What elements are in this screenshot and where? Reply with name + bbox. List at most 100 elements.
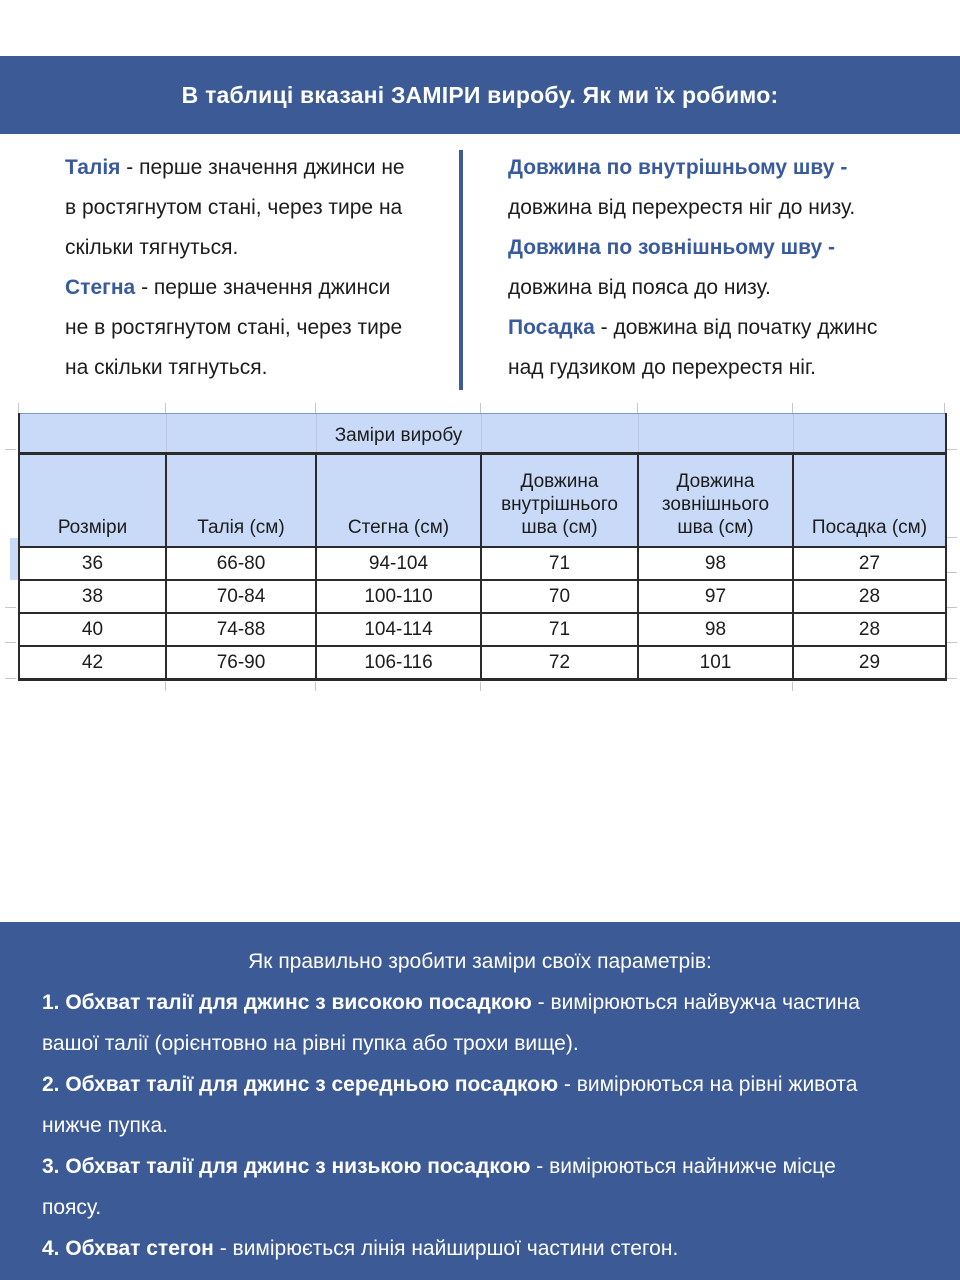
gridline-artifact <box>5 449 16 450</box>
table-cell: 98 <box>637 612 794 647</box>
term-label: Стегна <box>65 276 136 299</box>
instruction-line: 4. Обхват стегон - вимірюється лінія най… <box>0 1228 960 1269</box>
table-cell: 38 <box>18 579 167 614</box>
table-row: 36 66-80 94-104 71 98 27 <box>18 546 947 581</box>
instruction-text: поясу. <box>42 1196 102 1219</box>
table-band-title: Заміри виробу <box>315 413 481 455</box>
gridline-artifact <box>946 572 957 573</box>
gridline-artifact <box>5 678 16 679</box>
table-cell: 27 <box>792 546 947 581</box>
term-label: Довжина по зовнішньому шву - <box>508 236 836 259</box>
gridline-artifact <box>946 537 957 538</box>
table-row: 38 70-84 100-110 70 97 28 <box>18 579 947 614</box>
gridline-artifact <box>946 607 957 608</box>
definition-text: довжина від пояса до низу. <box>508 276 771 299</box>
instruction-line: поясу. <box>0 1187 960 1228</box>
definition-line: над гудзиком до перехрестя ніг. <box>508 348 938 388</box>
instruction-text: - вимірюються найнижче місце <box>530 1155 836 1178</box>
instruction-lead: 3. Обхват талії для джинс з низькою поса… <box>42 1155 531 1178</box>
gridline-artifact <box>5 607 16 608</box>
definition-text: - перше значення джинси не <box>120 156 405 179</box>
table-band-cell <box>480 413 638 455</box>
definition-line: не в ростягнутом стані, через тире <box>65 308 453 348</box>
definition-text: довжина від перехрестя ніг до низу. <box>508 196 856 219</box>
instruction-line: 2. Обхват талії для джинс з середньою по… <box>0 1064 960 1105</box>
definition-line: в ростягнутом стані, через тире на <box>65 188 453 228</box>
table-cell: 71 <box>480 612 639 647</box>
gridline-artifact <box>165 682 166 691</box>
term-label: Талія <box>65 156 121 179</box>
table-cell: 101 <box>637 645 794 681</box>
column-header-rise: Посадка (см) <box>792 452 947 548</box>
column-header-inseam: Довжина внутрішнього шва (см) <box>480 452 639 548</box>
definition-text: на скільки тягнуться. <box>65 356 268 379</box>
instruction-lead: 4. Обхват стегон <box>42 1237 214 1260</box>
instruction-line: вашої талії (орієнтовно на рівні пупка а… <box>0 1023 960 1064</box>
gridline-artifact <box>944 403 945 413</box>
column-header-hips: Стегна (см) <box>315 452 482 548</box>
instruction-text: - вимірюються найвужча частина <box>531 991 860 1014</box>
table-cell: 100-110 <box>315 579 482 614</box>
definitions-section: Талія - перше значення джинси не в ростя… <box>0 148 960 392</box>
term-label: Посадка <box>508 316 595 339</box>
table-cell: 29 <box>792 645 947 681</box>
table-cell: 28 <box>792 579 947 614</box>
definition-line: Талія - перше значення джинси не <box>65 148 453 188</box>
instruction-text: - вимірюється лінія найширшої частини ст… <box>213 1237 679 1260</box>
table-cell: 36 <box>18 546 167 581</box>
definition-text: не в ростягнутом стані, через тире <box>65 316 403 339</box>
table-cell: 97 <box>637 579 794 614</box>
gridline-artifact <box>792 682 793 691</box>
table-cell: 70 <box>480 579 639 614</box>
table-cell: 42 <box>18 645 167 681</box>
gridline-artifact <box>480 403 481 413</box>
gridline-artifact <box>315 682 316 691</box>
definition-line: довжина від пояса до низу. <box>508 268 938 308</box>
table-cell: 74-88 <box>165 612 317 647</box>
table-cell: 98 <box>637 546 794 581</box>
instruction-lead: 2. Обхват талії для джинс з середньою по… <box>42 1073 559 1096</box>
definition-line: скільки тягнуться. <box>65 228 453 268</box>
table-cell: 66-80 <box>165 546 317 581</box>
instruction-lead: 1. Обхват талії для джинс з високою поса… <box>42 991 532 1014</box>
table-cell: 104-114 <box>315 612 482 647</box>
bottom-panel: Як правильно зробити заміри своїх параме… <box>0 922 960 1280</box>
definition-line: Довжина по внутрішньому шву - <box>508 148 938 188</box>
table-cell: 72 <box>480 645 639 681</box>
table-band-row: Заміри виробу <box>18 413 947 455</box>
definitions-left-column: Талія - перше значення джинси не в ростя… <box>65 148 453 388</box>
definition-line: Стегна - перше значення джинси <box>65 268 453 308</box>
gridline-artifact <box>792 403 793 413</box>
table-cell: 106-116 <box>315 645 482 681</box>
instruction-text: - вимірюються на рівні живота <box>558 1073 858 1096</box>
table-cell: 76-90 <box>165 645 317 681</box>
instruction-line: 1. Обхват талії для джинс з високою поса… <box>0 982 960 1023</box>
top-banner: В таблиці вказані ЗАМІРИ виробу. Як ми ї… <box>0 56 960 134</box>
instructions-title: Як правильно зробити заміри своїх параме… <box>248 950 712 973</box>
gridline-artifact <box>480 682 481 691</box>
gridline-artifact <box>946 678 957 679</box>
column-header-outseam: Довжина зовнішнього шва (см) <box>637 452 794 548</box>
definitions-right-column: Довжина по внутрішньому шву - довжина ві… <box>508 148 938 388</box>
column-header-waist: Талія (см) <box>165 452 317 548</box>
definition-text: - довжина від початку джинс <box>594 316 878 339</box>
table-cell: 28 <box>792 612 947 647</box>
table-row: 42 76-90 106-116 72 101 29 <box>18 645 947 681</box>
definition-text: - перше значення джинси <box>135 276 391 299</box>
table-band-cell <box>637 413 793 455</box>
definition-line: Довжина по зовнішньому шву - <box>508 228 938 268</box>
table-cell: 71 <box>480 546 639 581</box>
definition-text: над гудзиком до перехрестя ніг. <box>508 356 816 379</box>
gridline-artifact <box>946 642 957 643</box>
table-row: 40 74-88 104-114 71 98 28 <box>18 612 947 647</box>
table-header-row: Розміри Талія (см) Стегна (см) Довжина в… <box>18 452 947 548</box>
table-band-cell <box>165 413 316 455</box>
gridline-artifact <box>18 403 19 413</box>
banner-title: В таблиці вказані ЗАМІРИ виробу. Як ми ї… <box>181 81 779 108</box>
gridline-artifact <box>637 403 638 413</box>
term-label: Довжина по внутрішньому шву - <box>508 156 848 179</box>
definition-line: Посадка - довжина від початку джинс <box>508 308 938 348</box>
size-table: Заміри виробу Розміри Талія (см) Стегна … <box>18 413 947 681</box>
definition-line: довжина від перехрестя ніг до низу. <box>508 188 938 228</box>
